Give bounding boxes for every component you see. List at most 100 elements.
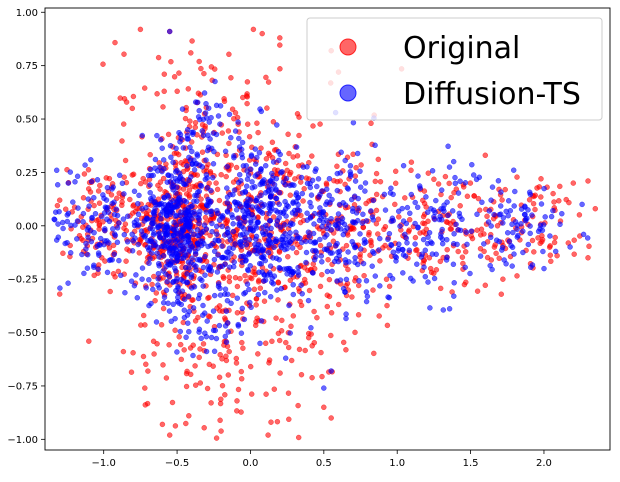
data-point	[218, 428, 224, 434]
data-point	[255, 291, 261, 298]
ticks-layer: −1.0 −0.5 0.0 0.5 1.0 1.5 2.0 1.00 0.75 0.50 0.25 0…	[7, 8, 552, 469]
data-point	[167, 179, 174, 185]
data-point	[247, 274, 253, 281]
data-point	[273, 315, 279, 321]
data-point	[81, 270, 87, 277]
data-point	[324, 268, 331, 275]
data-point	[494, 223, 501, 229]
data-point	[264, 226, 271, 232]
data-point	[235, 386, 242, 393]
data-point	[509, 221, 515, 228]
data-point	[408, 275, 414, 282]
data-point	[308, 203, 314, 210]
data-point	[208, 334, 215, 341]
data-point	[360, 224, 366, 231]
data-point	[178, 209, 184, 216]
data-point	[158, 322, 165, 328]
data-point	[211, 348, 218, 354]
data-point	[163, 375, 170, 381]
data-point	[156, 254, 162, 260]
data-point	[438, 191, 444, 198]
data-point	[388, 218, 394, 225]
data-point	[160, 175, 167, 182]
data-point	[579, 201, 585, 208]
data-point	[223, 353, 229, 359]
data-point	[101, 195, 107, 202]
data-point	[527, 223, 533, 229]
data-point	[62, 206, 69, 212]
data-point	[328, 332, 334, 339]
data-point	[306, 287, 313, 294]
data-point	[263, 156, 270, 162]
data-point	[114, 225, 121, 231]
data-point	[174, 349, 180, 355]
data-point	[193, 263, 199, 269]
data-point	[541, 265, 547, 272]
data-point	[567, 244, 573, 250]
data-point	[287, 171, 293, 178]
data-point	[355, 261, 361, 268]
data-point	[187, 118, 193, 124]
data-point	[260, 255, 266, 262]
data-point	[191, 198, 197, 205]
data-point	[289, 245, 296, 251]
data-point	[258, 166, 264, 172]
data-point	[270, 119, 277, 125]
data-point	[283, 355, 289, 361]
data-point	[149, 281, 155, 288]
data-point	[423, 194, 429, 200]
data-point	[152, 205, 158, 212]
data-point	[259, 229, 266, 236]
data-point	[247, 197, 254, 203]
data-point	[186, 154, 192, 161]
data-point	[172, 423, 179, 429]
data-point	[206, 119, 213, 125]
data-point	[288, 268, 295, 275]
data-point	[350, 208, 356, 215]
data-point	[70, 199, 76, 205]
data-point	[326, 276, 333, 283]
y-tick-label: 0.50	[16, 115, 38, 126]
data-point	[96, 221, 103, 227]
y-tick-label: −1.00	[7, 435, 38, 446]
data-point	[285, 131, 291, 138]
data-point	[334, 278, 340, 284]
data-point	[178, 356, 185, 363]
data-point	[212, 78, 218, 85]
data-point	[355, 312, 362, 318]
data-point	[317, 191, 323, 198]
data-point	[271, 386, 277, 392]
data-point	[189, 209, 195, 216]
data-point	[283, 182, 289, 188]
data-point	[226, 274, 233, 280]
data-point	[342, 202, 349, 208]
data-point	[114, 195, 120, 202]
data-point	[235, 119, 241, 125]
data-point	[461, 281, 468, 288]
data-point	[328, 227, 335, 233]
data-point	[205, 267, 212, 273]
data-point	[452, 180, 458, 187]
data-point	[157, 164, 163, 170]
data-point	[121, 231, 128, 238]
data-point	[439, 226, 445, 233]
data-point	[213, 335, 220, 342]
data-point	[496, 255, 502, 261]
data-point	[261, 202, 268, 208]
data-point	[251, 214, 257, 221]
data-point	[246, 286, 252, 293]
data-point	[240, 253, 247, 259]
data-point	[355, 150, 361, 157]
data-point	[237, 232, 244, 238]
data-point	[363, 298, 370, 305]
data-point	[131, 222, 138, 229]
data-point	[257, 340, 263, 347]
data-point	[172, 327, 178, 333]
data-point	[168, 253, 175, 260]
data-point	[570, 180, 576, 186]
data-point	[269, 186, 275, 193]
data-point	[477, 245, 484, 252]
data-point	[263, 162, 269, 169]
data-point	[144, 244, 151, 250]
data-point	[257, 181, 263, 188]
